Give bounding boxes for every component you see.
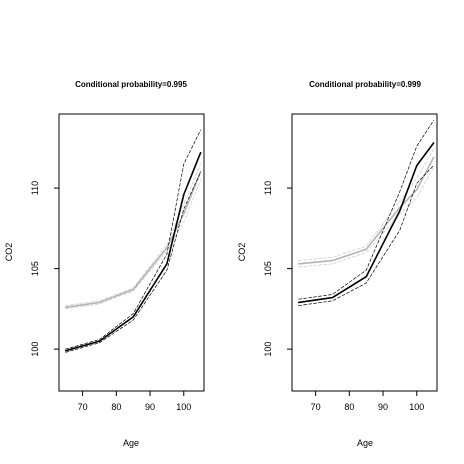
y-tick-label-left-100: 100 bbox=[30, 342, 40, 357]
x-tick-label-right-90: 90 bbox=[378, 402, 388, 412]
y-tick-label-right-110: 110 bbox=[263, 181, 273, 195]
y-tick-label-left-105: 105 bbox=[30, 261, 40, 276]
series-line-left-5 bbox=[65, 179, 201, 310]
x-tick-label-right-100: 100 bbox=[409, 402, 424, 412]
y-axis-label-right: CO2 bbox=[237, 243, 247, 262]
y-axis-label-left: CO2 bbox=[4, 243, 14, 262]
x-axis-label-left: Age bbox=[123, 438, 139, 448]
x-tick-label-left-90: 90 bbox=[145, 402, 155, 412]
panel-right: Conditional probability=0.999 70 80 90 100 1… bbox=[237, 80, 438, 448]
series-line-right-1 bbox=[298, 120, 434, 300]
x-tick-label-left-80: 80 bbox=[111, 402, 121, 412]
x-tick-label-left-100: 100 bbox=[176, 402, 191, 412]
series-line-right-5 bbox=[298, 166, 434, 268]
series-line-left-0 bbox=[64, 151, 202, 352]
series-line-right-0 bbox=[297, 142, 435, 304]
plot-frame-left bbox=[58, 113, 205, 392]
x-axis-label-right: Age bbox=[357, 438, 373, 448]
x-tick-label-right-80: 80 bbox=[344, 402, 354, 412]
x-tick-label-right-70: 70 bbox=[311, 402, 321, 412]
plot-area-right: 70 80 90 100 100 105 110 bbox=[263, 120, 435, 412]
series-line-left-4 bbox=[65, 163, 201, 306]
series-line-left-3 bbox=[64, 171, 202, 309]
panel-title-left: Conditional probability=0.995 bbox=[75, 80, 187, 89]
series-line-left-2 bbox=[65, 171, 201, 353]
panel-title-right: Conditional probability=0.999 bbox=[309, 80, 421, 89]
x-tick-label-left-70: 70 bbox=[78, 402, 88, 412]
series-line-right-2 bbox=[298, 165, 434, 306]
y-tick-label-right-100: 100 bbox=[263, 342, 273, 357]
plot-area-left: 70 80 90 100 100 105 110 bbox=[30, 129, 202, 412]
panel-left: Conditional probability=0.995 70 80 90 100 1… bbox=[4, 80, 205, 448]
y-tick-label-right-105: 105 bbox=[263, 261, 273, 276]
series-line-right-4 bbox=[298, 149, 434, 261]
plot-frame-right bbox=[291, 113, 438, 392]
series-line-left-1 bbox=[65, 129, 201, 350]
series-line-right-3 bbox=[297, 156, 435, 265]
y-tick-label-left-110: 110 bbox=[30, 181, 40, 195]
